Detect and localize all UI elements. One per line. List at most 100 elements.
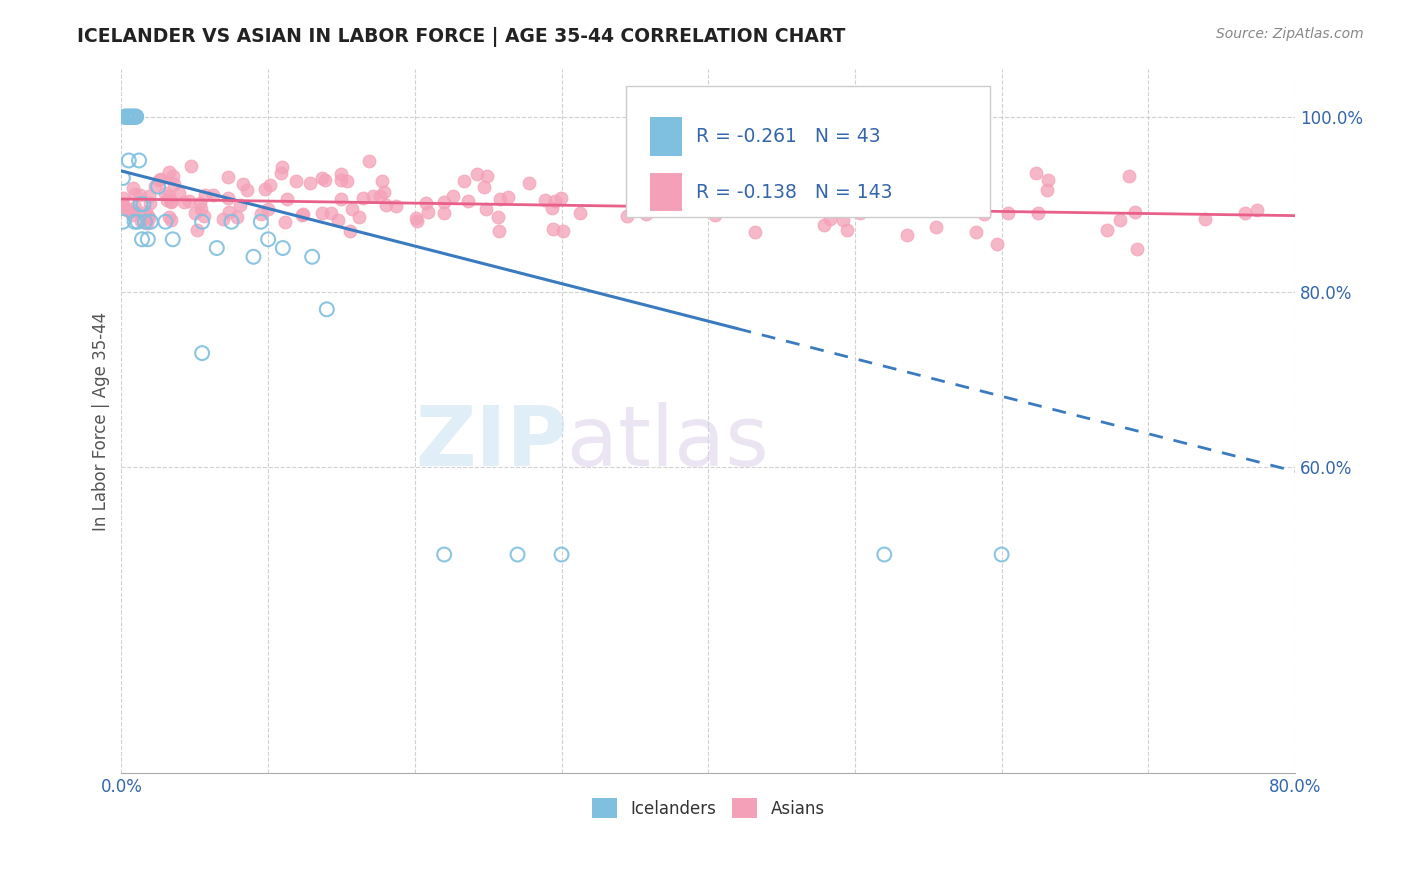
Point	[711, 151, 734, 165]
Point	[242, 250, 264, 264]
Point	[990, 548, 1012, 562]
Point	[124, 186, 146, 201]
Point	[122, 110, 145, 124]
Point	[298, 176, 321, 190]
Point	[211, 212, 233, 227]
Point	[218, 204, 240, 219]
Point	[193, 209, 215, 223]
Point	[540, 201, 562, 215]
Point	[813, 218, 835, 232]
Point	[135, 205, 157, 219]
Point	[270, 160, 292, 174]
Point	[405, 211, 427, 225]
Point	[134, 215, 156, 229]
Point	[270, 166, 292, 180]
Point	[837, 223, 859, 237]
Point	[315, 302, 337, 317]
Point	[641, 194, 664, 209]
Point	[1036, 184, 1059, 198]
Point	[136, 209, 159, 223]
Point	[550, 191, 572, 205]
Point	[117, 202, 139, 217]
Point	[191, 346, 214, 360]
Point	[235, 183, 257, 197]
Point	[225, 210, 247, 224]
Point	[744, 225, 766, 239]
Point	[658, 167, 681, 181]
Point	[496, 190, 519, 204]
Point	[146, 179, 169, 194]
Point	[336, 174, 359, 188]
Point	[111, 171, 134, 186]
Point	[406, 214, 429, 228]
Point	[125, 110, 148, 124]
Point	[124, 110, 146, 124]
Legend: Icelanders, Asians: Icelanders, Asians	[585, 791, 831, 825]
Point	[1194, 211, 1216, 226]
Point	[159, 194, 181, 209]
Point	[370, 188, 392, 202]
Point	[120, 110, 142, 124]
Point	[873, 136, 896, 150]
Point	[704, 208, 727, 222]
Point	[1246, 203, 1268, 218]
Point	[672, 179, 695, 194]
Point	[249, 215, 271, 229]
Point	[162, 177, 184, 191]
Point	[342, 202, 364, 216]
Point	[453, 174, 475, 188]
Point	[488, 224, 510, 238]
Point	[256, 202, 278, 217]
Point	[373, 185, 395, 199]
Point	[1026, 206, 1049, 220]
Point	[489, 192, 512, 206]
Point	[115, 110, 138, 124]
Point	[352, 191, 374, 205]
Point	[314, 173, 336, 187]
Point	[167, 186, 190, 200]
Point	[150, 172, 173, 186]
Point	[533, 194, 555, 208]
Point	[415, 196, 437, 211]
Point	[157, 210, 180, 224]
Point	[217, 169, 239, 184]
Point	[117, 110, 139, 124]
Point	[973, 206, 995, 220]
Point	[111, 215, 134, 229]
Point	[111, 198, 134, 212]
Point	[124, 215, 146, 229]
Point	[162, 232, 184, 246]
Point	[339, 223, 361, 237]
Point	[965, 225, 987, 239]
Point	[111, 191, 134, 205]
Point	[475, 202, 498, 216]
Point	[486, 210, 509, 224]
Point	[330, 192, 353, 206]
Point	[986, 237, 1008, 252]
Text: atlas: atlas	[568, 401, 769, 483]
Point	[1125, 242, 1147, 256]
Text: ICELANDER VS ASIAN IN LABOR FORCE | AGE 35-44 CORRELATION CHART: ICELANDER VS ASIAN IN LABOR FORCE | AGE …	[77, 27, 845, 46]
Point	[832, 213, 855, 227]
Point	[136, 232, 159, 246]
Point	[232, 178, 254, 192]
Point	[121, 208, 143, 222]
Point	[148, 173, 170, 187]
Point	[477, 169, 499, 183]
Point	[131, 214, 153, 228]
Point	[311, 171, 333, 186]
FancyBboxPatch shape	[650, 117, 682, 156]
Point	[1108, 213, 1130, 227]
Text: R = -0.261   N = 43: R = -0.261 N = 43	[696, 127, 882, 146]
Point	[229, 198, 252, 212]
Point	[250, 207, 273, 221]
Point	[945, 192, 967, 206]
Point	[291, 208, 314, 222]
Point	[129, 197, 152, 211]
Point	[188, 195, 211, 210]
FancyBboxPatch shape	[650, 173, 682, 211]
Point	[457, 194, 479, 208]
Point	[550, 548, 572, 562]
Point	[125, 110, 148, 124]
Point	[544, 194, 567, 209]
